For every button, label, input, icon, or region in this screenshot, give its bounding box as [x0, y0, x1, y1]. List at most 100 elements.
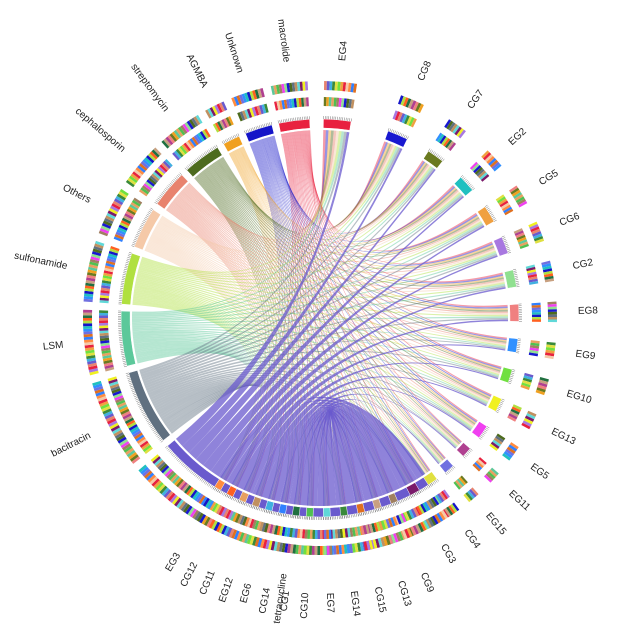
label-CG10: CG10	[299, 592, 311, 619]
band2-segment	[196, 512, 204, 522]
arc-CG14	[278, 503, 288, 515]
label-EG14: EG14	[348, 590, 362, 617]
arc-tick	[142, 221, 146, 224]
label-EG10: EG10	[565, 388, 593, 406]
band1-segment	[166, 470, 175, 479]
band1-segment	[332, 529, 336, 539]
band2-segment	[252, 90, 258, 100]
band1-segment	[193, 135, 201, 145]
band1-segment	[333, 97, 337, 107]
band1-segment	[109, 381, 119, 387]
arc-tick	[192, 160, 195, 164]
band1-segment	[301, 97, 305, 107]
arc-tick	[395, 131, 398, 135]
arc-tick	[131, 390, 135, 393]
band2-segment	[95, 240, 105, 247]
arc-CG4	[423, 471, 438, 486]
band1-segment	[142, 444, 152, 453]
band2-segment	[206, 518, 213, 528]
band2-segment	[524, 415, 535, 422]
band1-segment	[342, 528, 346, 538]
band2-segment	[326, 81, 330, 91]
band1-segment	[218, 506, 225, 516]
band1-segment	[455, 479, 463, 489]
band1-segment	[500, 202, 510, 210]
band2-segment	[84, 339, 94, 343]
arc-tick	[220, 491, 223, 494]
band1-segment	[510, 408, 520, 415]
band1-segment	[513, 228, 523, 234]
arc-tick	[501, 235, 505, 238]
band2-segment	[326, 545, 330, 555]
band1-segment	[439, 492, 447, 501]
band1-segment	[410, 508, 417, 518]
band2-segment	[155, 482, 164, 491]
band1-segment	[509, 410, 519, 418]
band2-segment	[89, 370, 99, 376]
band1-segment	[334, 529, 338, 539]
arc-tick	[152, 429, 156, 432]
band1-segment	[104, 265, 115, 270]
arc-tick	[128, 253, 132, 256]
arc-tick	[374, 509, 376, 513]
arc-tick	[391, 503, 393, 507]
band2-segment	[161, 487, 170, 496]
band2-segment	[402, 97, 409, 107]
band2-segment	[216, 103, 223, 113]
band2-segment	[291, 82, 296, 92]
band2-segment	[314, 545, 318, 555]
arc-tick	[255, 506, 258, 510]
band2-segment	[257, 88, 263, 99]
band1-segment	[529, 347, 539, 352]
band2-segment	[186, 120, 194, 130]
label-EG4: EG4	[337, 40, 350, 61]
band1-segment	[453, 481, 461, 490]
arc-tick	[362, 512, 364, 516]
band1-segment	[120, 219, 130, 227]
band2-segment	[268, 540, 273, 550]
chord-tetracycline-CG1	[293, 409, 374, 505]
band2-segment	[337, 81, 341, 91]
arc-tick	[282, 119, 284, 123]
chord-AGMBA-EG8	[239, 147, 508, 311]
chord-tetracycline-CG7	[188, 168, 436, 460]
arc-tick	[493, 219, 497, 222]
band2-segment	[236, 531, 243, 541]
band2-segment	[481, 150, 490, 159]
band1-segment	[331, 97, 335, 107]
arc-tick	[122, 277, 126, 279]
band1-segment	[309, 529, 313, 539]
arc-tick	[226, 138, 229, 142]
band2-segment	[356, 542, 362, 552]
band1-segment	[278, 100, 283, 110]
band2-segment	[485, 472, 494, 481]
arc-tick	[137, 403, 141, 406]
arc-tick	[260, 124, 263, 128]
band1-segment	[110, 246, 120, 252]
band1-segment	[521, 382, 531, 388]
arc-tick	[515, 352, 519, 354]
arc-tick	[391, 129, 393, 133]
band1-segment	[101, 282, 111, 287]
band2-segment	[91, 253, 101, 259]
label-CG8: CG8	[416, 59, 434, 83]
arc-tick	[179, 461, 182, 464]
band2-segment	[265, 539, 271, 550]
arc-tick	[506, 248, 510, 251]
band2-segment	[246, 91, 253, 102]
label-EG6: EG6	[238, 582, 254, 605]
band1-segment	[99, 335, 109, 339]
arc-EG7	[323, 507, 331, 518]
band2-segment	[87, 362, 97, 368]
band2-segment	[302, 81, 306, 91]
arc-tick	[232, 135, 235, 139]
arc-tick	[436, 478, 439, 482]
band2-segment	[488, 469, 498, 478]
band2-segment	[233, 530, 240, 540]
arc-tick	[217, 489, 220, 493]
band1-segment	[246, 108, 253, 118]
band1-segment	[129, 204, 139, 211]
band2-segment	[223, 526, 230, 536]
band1-segment	[261, 104, 267, 114]
band1-segment	[204, 128, 211, 138]
